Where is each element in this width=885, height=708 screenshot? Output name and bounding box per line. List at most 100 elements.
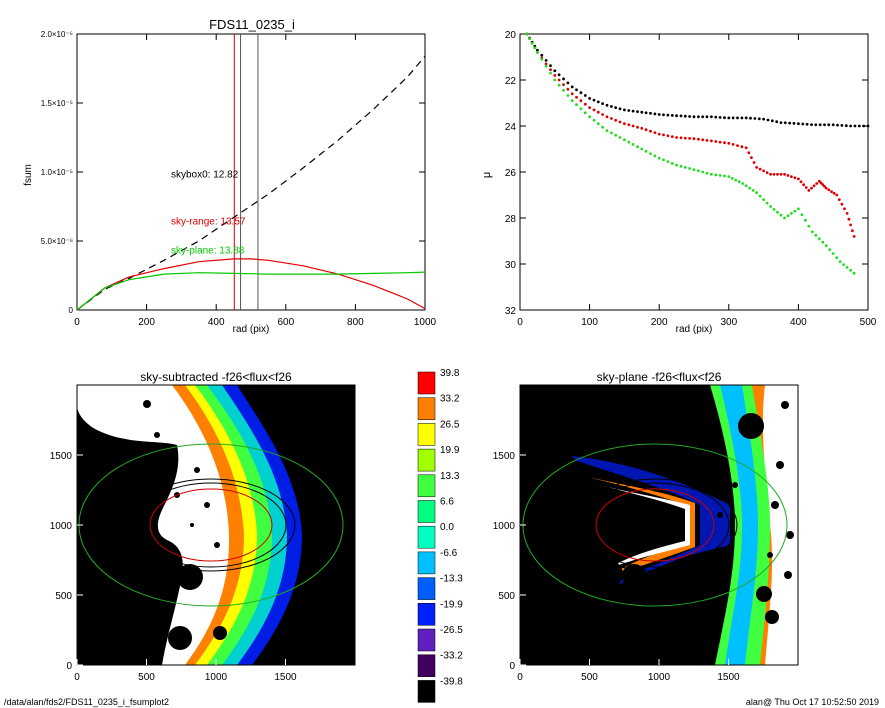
mu-data-point xyxy=(817,237,821,241)
mu-data-point xyxy=(562,88,565,92)
mu-data-point xyxy=(662,158,665,162)
mu-data-point xyxy=(575,95,578,99)
mu-x-tick-label: 300 xyxy=(720,317,737,328)
mu-data-point xyxy=(644,111,648,115)
mu-data-point xyxy=(566,81,570,85)
mu-data-point xyxy=(683,166,687,169)
sky-plane-title: sky-plane -f26<flux<f26 xyxy=(597,370,722,384)
fsum-xlabel: rad (pix) xyxy=(233,324,270,335)
mu-data-point xyxy=(692,168,696,172)
mu-data-point xyxy=(623,108,626,112)
mu-data-point xyxy=(827,123,831,127)
fsum-x-tick-label: 200 xyxy=(138,317,155,328)
colorbar-swatch xyxy=(417,680,436,703)
mu-data-point xyxy=(718,140,722,144)
mu-data-point xyxy=(710,115,713,119)
mu-data-point xyxy=(821,183,825,187)
mu-data-point xyxy=(758,167,762,171)
mu-data-point xyxy=(601,125,604,129)
sky-plane-ticks: 0 500 1000 1500 0 500 1000 1500 xyxy=(493,451,740,683)
mu-data-point xyxy=(601,102,604,105)
fsum-y-tick-label: 2.0×10⁻⁵ xyxy=(41,30,73,39)
mu-data-point xyxy=(772,208,776,211)
mu-data-point xyxy=(583,102,587,106)
mu-data-point xyxy=(802,183,805,187)
colorbar-swatch xyxy=(417,525,436,549)
mu-data-point xyxy=(549,64,552,67)
mu-data-point xyxy=(731,116,735,120)
mu-data-point xyxy=(701,115,705,119)
mu-data-point xyxy=(727,116,731,120)
fsum-annotation-label: sky-range: 13.57 xyxy=(171,216,246,227)
mu-data-point xyxy=(842,263,845,266)
mu-data-point xyxy=(750,156,753,160)
mu-data-point xyxy=(679,114,683,118)
mu-data-point xyxy=(610,131,613,135)
mu-data-point xyxy=(824,186,828,190)
fsum-y-tick-label: 1.0×10⁻⁵ xyxy=(41,168,73,177)
mu-data-point xyxy=(727,175,731,179)
mu-data-point xyxy=(657,156,661,160)
fsum-annotation-label: sky-plane: 13.88 xyxy=(171,245,245,256)
colorbar-label: 19.9 xyxy=(440,445,460,456)
mu-ylabel: μ xyxy=(481,172,493,178)
colorbar-swatch xyxy=(417,423,436,446)
colorbar-swatch xyxy=(417,551,436,575)
mu-data-point xyxy=(770,119,774,123)
mu-data-point xyxy=(623,138,626,142)
colorbar-label: 33.2 xyxy=(440,394,460,405)
mu-data-point xyxy=(553,69,557,73)
mu-data-point xyxy=(830,190,833,194)
colorbar-label: -13.3 xyxy=(440,574,463,585)
mu-data-point xyxy=(583,111,587,115)
mu-data-point xyxy=(714,140,718,143)
mu-data-point xyxy=(751,189,755,192)
mu-data-point xyxy=(688,167,691,170)
sky-subtracted-panel: sky-subtracted -f26<flux<f26 xyxy=(50,370,356,683)
colorbar-label: 6.6 xyxy=(440,497,454,508)
mu-data-point xyxy=(627,109,631,112)
mu-data-point xyxy=(801,122,805,126)
mu-data-point xyxy=(843,207,846,211)
mu-data-point xyxy=(666,160,670,164)
fsum-series-line-sky-range xyxy=(76,258,426,311)
mu-data-point xyxy=(845,212,849,215)
mu-data-point xyxy=(800,213,804,217)
mu-data-point xyxy=(718,174,722,177)
mu-data-point xyxy=(583,94,587,97)
mu-data-point xyxy=(788,121,792,125)
colorbar-swatch xyxy=(417,448,436,472)
mu-data-point xyxy=(618,136,622,139)
mu-data-point xyxy=(772,172,776,176)
mu-data-point xyxy=(536,51,539,54)
mu-y-tick-label: 28 xyxy=(505,214,517,225)
mu-data-point xyxy=(783,172,786,176)
mu-data-point xyxy=(797,122,800,126)
mu-data-point xyxy=(847,217,851,221)
mu-data-point xyxy=(797,177,800,181)
mu-data-point xyxy=(853,124,857,128)
fsum-annotations: skybox0: 12.82 sky-range: 13.57 sky-plane:… xyxy=(171,170,246,257)
mu-x-tick-label: 0 xyxy=(517,317,523,328)
mu-data-point xyxy=(818,123,822,127)
sky-subtracted-ticks: 0 500 1000 1500 0 500 1000 1500 xyxy=(50,451,297,683)
sky-plane-y-tick-label: 1000 xyxy=(493,521,516,532)
mu-data-point xyxy=(776,210,779,214)
mu-data-point xyxy=(570,85,574,89)
mu-data-point xyxy=(679,164,683,168)
mu-data-point xyxy=(596,122,600,126)
mu-data-point xyxy=(844,124,848,128)
mu-data-point xyxy=(692,137,696,141)
mu-data-point xyxy=(752,161,756,164)
mu-data-point xyxy=(737,180,741,184)
mu-data-point xyxy=(579,99,583,103)
mu-data-point xyxy=(701,138,705,142)
mu-data-point xyxy=(605,129,609,133)
colorbar-label: -26.5 xyxy=(440,625,463,636)
sky-plane-image xyxy=(520,385,798,665)
sky-plane-y-tick-label: 1500 xyxy=(493,451,516,462)
mu-data-point xyxy=(741,182,745,185)
mu-data-point xyxy=(857,124,861,128)
mu-data-point xyxy=(636,110,639,113)
